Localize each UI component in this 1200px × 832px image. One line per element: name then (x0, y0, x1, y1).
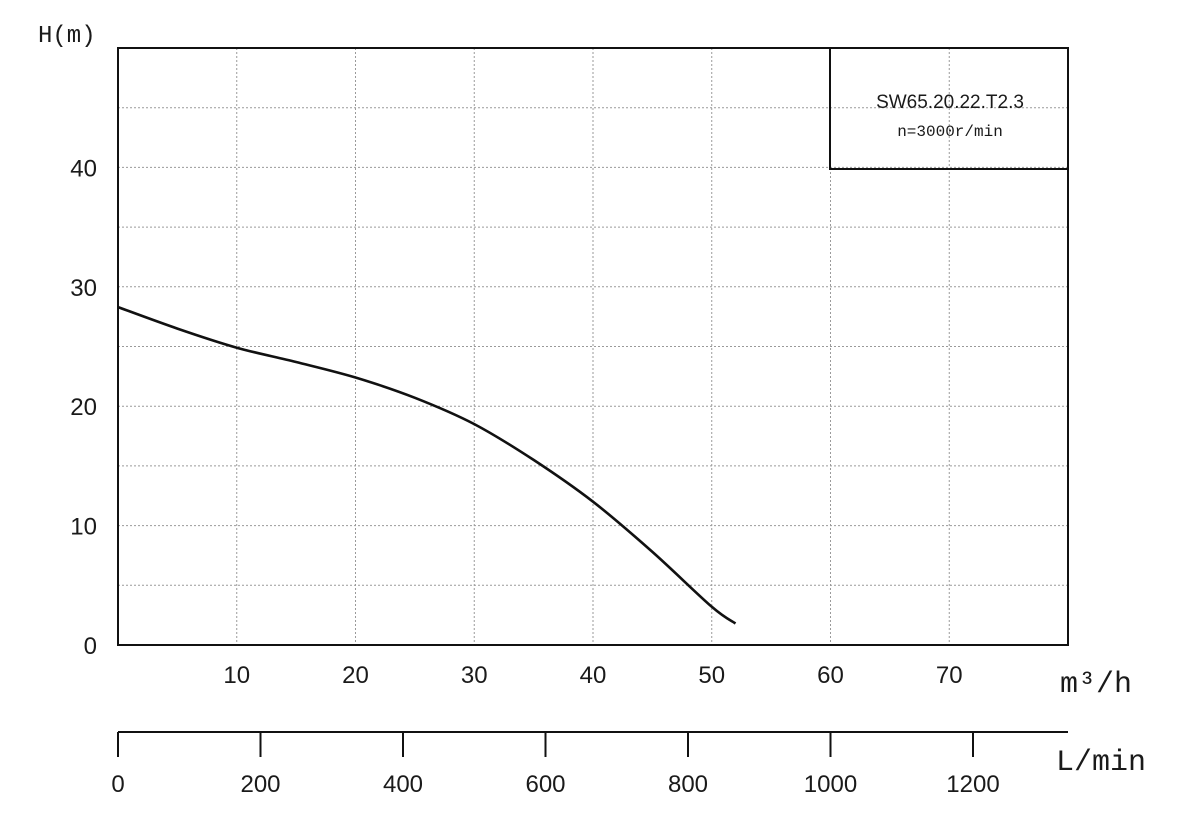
gridlines (118, 48, 1068, 645)
secondary-x-tick-label: 800 (668, 771, 708, 798)
secondary-axis: 0 200 400 600 800 1000 1200 (111, 731, 1068, 798)
x-tick-label: 40 (580, 662, 607, 689)
x-axis-unit-label: m³/h (1060, 668, 1132, 702)
secondary-x-tick-label: 200 (240, 771, 280, 798)
legend-model: SW65.20.22.T2.3 (876, 92, 1024, 113)
legend-speed: n=3000r/min (897, 123, 1003, 141)
legend-box: SW65.20.22.T2.3 n=3000r/min (829, 47, 1069, 170)
x-tick-label: 70 (936, 662, 963, 689)
secondary-x-tick-label: 600 (525, 771, 565, 798)
y-tick-label: 10 (70, 514, 97, 541)
x-tick-label: 10 (223, 662, 250, 689)
y-tick-label: 30 (70, 275, 97, 302)
secondary-x-tick-label: 1200 (946, 771, 999, 798)
performance-curve (117, 305, 737, 625)
x-tick-label: 30 (461, 662, 488, 689)
plot-frame (117, 47, 1069, 646)
x-tick-label: 50 (698, 662, 725, 689)
x-tick-label: 20 (342, 662, 369, 689)
secondary-x-tick-label: 0 (111, 771, 124, 798)
secondary-x-tick-label: 1000 (804, 771, 857, 798)
secondary-x-tick-label: 400 (383, 771, 423, 798)
y-tick-label: 0 (84, 633, 97, 660)
y-tick-label: 40 (70, 155, 97, 182)
x-tick-label: 60 (817, 662, 844, 689)
y-axis-label: H(m) (38, 23, 96, 50)
secondary-axis-unit-label: L/min (1056, 746, 1146, 780)
y-tick-label: 20 (70, 394, 97, 421)
x-tick-labels: 10 20 30 40 50 60 70 (223, 662, 962, 689)
legend-frame (829, 47, 1069, 170)
y-tick-labels: 0 10 20 30 40 (70, 155, 97, 660)
